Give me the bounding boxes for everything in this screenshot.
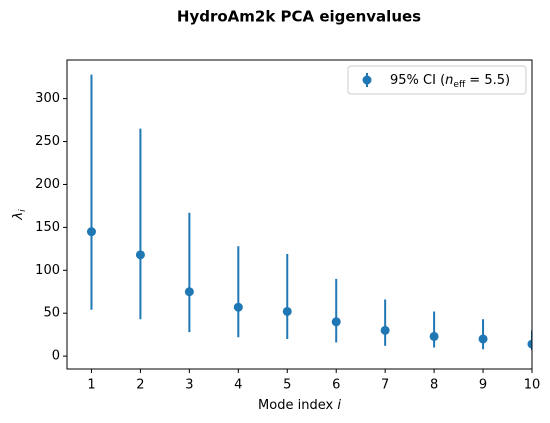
- point: [282, 306, 292, 316]
- point: [86, 227, 96, 237]
- x-axis-label: Mode index i: [258, 398, 341, 413]
- y-tick-label: 100: [35, 263, 60, 278]
- point: [478, 334, 488, 344]
- x-tick-label: 1: [87, 378, 95, 393]
- y-tick-label: 0: [52, 349, 60, 364]
- x-tick-label: 2: [136, 378, 144, 393]
- point: [135, 250, 145, 260]
- point: [233, 302, 243, 312]
- point: [429, 331, 439, 341]
- legend-marker: [362, 75, 372, 85]
- x-axis-label-part: Mode index: [258, 398, 337, 413]
- x-tick-label: 5: [283, 378, 291, 393]
- legend-label-part: eff: [453, 80, 466, 90]
- point: [331, 317, 341, 327]
- x-tick-label: 7: [381, 378, 389, 393]
- legend-label-part: 95% CI (: [390, 73, 445, 88]
- legend-label-part: n: [445, 73, 453, 88]
- x-axis-label-part: i: [337, 398, 341, 413]
- point: [527, 339, 532, 349]
- y-axis-label-part: i: [18, 209, 28, 212]
- plot-frame: [66, 59, 533, 370]
- y-axis-label-part: λ: [11, 212, 26, 221]
- point: [184, 287, 194, 297]
- x-tick-label: 9: [479, 378, 487, 393]
- y-tick-label: 300: [35, 91, 60, 106]
- y-tick-label: 150: [35, 220, 60, 235]
- point: [380, 325, 390, 335]
- x-tick-label: 10: [524, 378, 541, 393]
- legend-label: 95% CI (neff = 5.5): [390, 73, 510, 90]
- x-tick-label: 3: [185, 378, 193, 393]
- chart-title: HydroAm2k PCA eigenvalues: [177, 8, 421, 26]
- y-tick-label: 250: [35, 134, 60, 149]
- legend-box: [347, 65, 527, 95]
- y-tick-label: 200: [35, 177, 60, 192]
- x-tick-label: 8: [430, 378, 438, 393]
- y-tick-label: 50: [43, 306, 60, 321]
- y-axis-label: λi: [11, 209, 28, 221]
- x-tick-label: 4: [234, 378, 242, 393]
- legend-label-part: = 5.5): [465, 73, 510, 88]
- plot-area: [86, 74, 532, 351]
- x-tick-label: 6: [332, 378, 340, 393]
